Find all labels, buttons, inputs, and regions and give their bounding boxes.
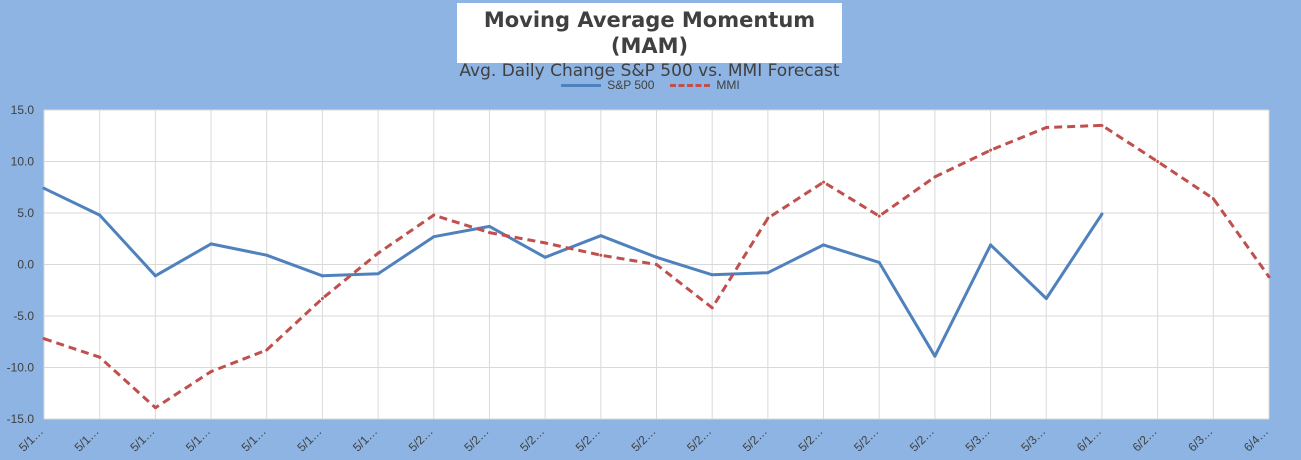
x-tick-label: 5/3…: [963, 424, 993, 454]
x-tick-label: 5/2…: [907, 424, 937, 454]
x-tick-label: 5/1…: [127, 424, 157, 454]
data-point-sp500: [98, 213, 102, 217]
legend-label-mmi: MMI: [716, 78, 740, 92]
data-point-mmi: [543, 241, 547, 245]
chart-legend: S&P 500 MMI: [0, 77, 1301, 93]
data-point-mmi: [209, 370, 213, 374]
x-tick-label: 6/2…: [1130, 424, 1160, 454]
data-point-mmi: [376, 251, 380, 255]
data-point-mmi: [1100, 123, 1104, 127]
data-point-sp500: [376, 272, 380, 276]
data-point-mmi: [822, 180, 826, 184]
data-point-mmi: [98, 355, 102, 359]
x-tick-label: 5/2…: [517, 424, 547, 454]
data-point-sp500: [487, 224, 491, 228]
data-point-sp500: [1100, 212, 1104, 216]
legend-item-sp500: S&P 500: [561, 78, 654, 92]
x-tick-label: 5/2…: [684, 424, 714, 454]
data-point-mmi: [1156, 160, 1160, 163]
y-tick-label: -5.0: [13, 309, 34, 323]
data-point-mmi: [487, 231, 491, 235]
data-point-sp500: [153, 274, 157, 278]
data-point-sp500: [599, 234, 603, 238]
x-tick-label: 5/2…: [628, 424, 658, 454]
data-point-mmi: [710, 306, 714, 310]
data-point-mmi: [42, 337, 46, 341]
data-point-mmi: [153, 406, 157, 410]
x-tick-label: 6/3…: [1185, 424, 1215, 454]
data-point-mmi: [320, 296, 324, 300]
y-tick-label: -10.0: [7, 361, 35, 375]
legend-label-sp500: S&P 500: [607, 78, 655, 92]
chart-subtitle: Avg. Daily Change S&P 500 vs. MMI Foreca…: [459, 61, 840, 81]
data-point-sp500: [265, 253, 269, 257]
chart-title: Moving Average Momentum (MAM): [483, 8, 816, 58]
x-tick-label: 5/2…: [406, 424, 436, 454]
series-line-sp500: [43, 186, 1104, 358]
data-point-sp500: [822, 243, 826, 247]
y-tick-label: 0.0: [17, 258, 34, 272]
x-tick-label: 6/4…: [1241, 424, 1271, 454]
data-point-sp500: [543, 255, 547, 259]
y-tick-label: 10.0: [11, 155, 35, 169]
x-tick-label: 5/1…: [239, 424, 269, 454]
legend-item-mmi: MMI: [670, 78, 740, 92]
data-point-mmi: [1044, 126, 1048, 130]
data-point-mmi: [265, 348, 269, 352]
data-point-mmi: [989, 148, 993, 152]
data-point-mmi: [877, 214, 881, 218]
data-point-sp500: [877, 260, 881, 264]
x-tick-label: 5/2…: [461, 424, 491, 454]
data-point-sp500: [933, 354, 937, 358]
x-tick-label: 5/2…: [573, 424, 603, 454]
x-tick-label: 5/1…: [183, 424, 213, 454]
x-tick-label: 5/1…: [350, 424, 380, 454]
chart-title-box: Moving Average Momentum (MAM) Avg. Daily…: [457, 3, 842, 81]
data-point-sp500: [1044, 296, 1048, 300]
x-tick-label: 5/2…: [740, 424, 770, 454]
data-point-sp500: [209, 242, 213, 246]
data-point-mmi: [766, 216, 770, 220]
data-point-sp500: [710, 273, 714, 277]
data-point-mmi: [599, 253, 603, 257]
data-point-mmi: [432, 213, 436, 217]
x-tick-label: 5/2…: [795, 424, 825, 454]
x-tick-label: 5/1…: [72, 424, 102, 454]
legend-swatch-sp500: [561, 83, 602, 87]
data-point-sp500: [42, 186, 46, 190]
x-tick-label: 6/1…: [1074, 424, 1104, 454]
data-point-sp500: [766, 271, 770, 275]
data-point-mmi: [933, 175, 937, 179]
y-tick-label: -15.0: [7, 412, 35, 426]
data-point-mmi: [1267, 275, 1271, 279]
legend-swatch-mmi: [670, 83, 711, 87]
x-tick-label: 5/1…: [294, 424, 324, 454]
data-point-sp500: [432, 235, 436, 239]
x-tick-label: 5/1…: [16, 424, 46, 454]
data-point-sp500: [989, 243, 993, 247]
data-point-sp500: [655, 255, 658, 259]
data-point-mmi: [1211, 197, 1215, 201]
y-tick-label: 15.0: [11, 103, 35, 117]
data-point-sp500: [320, 274, 324, 278]
y-tick-label: 5.0: [17, 206, 34, 220]
x-tick-label: 5/3…: [1018, 424, 1048, 454]
data-point-mmi: [655, 263, 658, 266]
x-tick-label: 5/2…: [851, 424, 881, 454]
